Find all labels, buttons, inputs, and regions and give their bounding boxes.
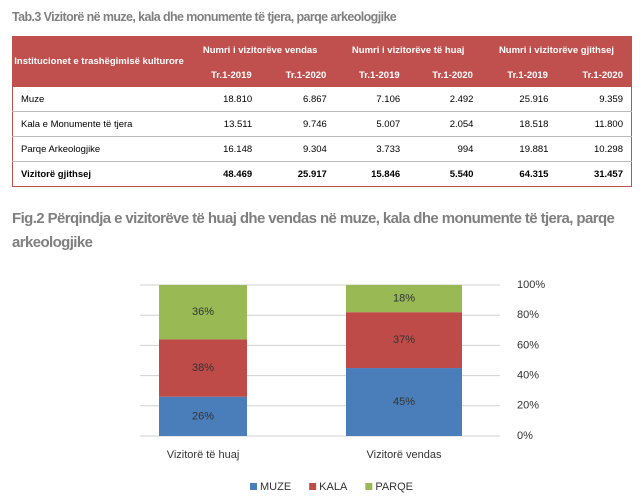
cell: Muze xyxy=(12,86,186,112)
bar-segment xyxy=(159,339,247,397)
cell: 5.540 xyxy=(408,161,482,187)
bar-segment xyxy=(159,285,247,340)
row: Muze 18.810 6.867 7.106 2.492 25.916 9.359 xyxy=(12,86,632,112)
cell: Vizitorë gjithsej xyxy=(12,161,186,187)
legend-swatch xyxy=(365,483,373,490)
cell: 994 xyxy=(408,136,482,162)
cell: 48.469 xyxy=(185,161,261,187)
cell: 9.746 xyxy=(260,111,335,137)
cell: 2.492 xyxy=(408,86,482,112)
bar-segment xyxy=(346,368,462,436)
legend-label: KALA xyxy=(319,481,348,493)
y-tick-label: 0% xyxy=(517,430,533,442)
sub-header: Tr.1-2019 xyxy=(480,63,557,87)
bar-segment xyxy=(346,285,462,313)
cell: 13.511 xyxy=(185,111,261,137)
cell: 3.733 xyxy=(334,136,409,162)
x-tick-label: Vizitorë të huaj xyxy=(167,449,240,461)
y-tick-label: 60% xyxy=(517,339,539,351)
sub-header: Tr.1-2020 xyxy=(259,63,336,87)
legend-label: PARQE xyxy=(375,481,413,493)
group-header: Numri i vizitorëve të huaj xyxy=(334,36,482,64)
legend-swatch xyxy=(309,483,317,490)
cell: 7.106 xyxy=(334,86,409,112)
group-header: Numri i vizitorëve vendas xyxy=(184,36,336,64)
data-label: 26% xyxy=(192,410,214,422)
bar-segment xyxy=(346,312,462,369)
cell: 25.916 xyxy=(481,86,557,112)
chart-title: Fig.2 Përqindja e vizitorëve të huaj dhe… xyxy=(12,210,615,251)
cell: Parqe Arkeologjike xyxy=(12,136,186,162)
cell: 6.867 xyxy=(260,86,335,112)
cell: 25.917 xyxy=(260,161,335,187)
sub-header: Tr.1-2020 xyxy=(555,63,633,87)
cell: 31.457 xyxy=(556,161,632,187)
group-header: Numri i vizitorëve gjithsej xyxy=(480,36,633,64)
row: Parqe Arkeologjike 16.148 9.304 3.733 994 19.… xyxy=(12,136,632,162)
sub-header: Tr.1-2019 xyxy=(185,63,261,87)
data-label: 36% xyxy=(192,306,214,318)
cell: 18.518 xyxy=(481,111,557,137)
cell: 18.810 xyxy=(185,86,261,112)
y-tick-label: 80% xyxy=(517,309,539,321)
legend-label: MUZE xyxy=(260,481,291,493)
legend-swatch xyxy=(250,483,257,490)
cell: 11.800 xyxy=(556,111,632,137)
cell: Kala e Monumente të tjera xyxy=(12,111,186,137)
row: Kala e Monumente të tjera 13.511 9.746 5.00… xyxy=(12,111,632,137)
y-tick-label: 100% xyxy=(517,279,545,291)
y-tick-label: 40% xyxy=(517,370,539,382)
cell: 19.881 xyxy=(481,136,557,162)
cell: 16.148 xyxy=(185,136,261,162)
chart: 0% 20% 40% 60% 80% 100% 26% 38% 36% Vizitorë të h… xyxy=(140,279,545,493)
cell: 15.846 xyxy=(334,161,409,187)
data-label: 38% xyxy=(192,362,214,374)
cell: 5.007 xyxy=(334,111,409,137)
table-title: Tab.3 Vizitorë në muze, kala dhe monumen… xyxy=(12,10,397,24)
y-tick-label: 20% xyxy=(517,400,539,412)
header: Institucionet e trashëgimisë kulturore xyxy=(12,36,186,87)
cell: 64.315 xyxy=(481,161,557,187)
sub-header: Tr.1-2019 xyxy=(334,63,409,87)
data-label: 45% xyxy=(393,396,415,408)
x-tick-label: Vizitorë vendas xyxy=(366,449,442,461)
cell: 9.304 xyxy=(260,136,335,162)
cell: 10.298 xyxy=(556,136,632,162)
sub-header: Tr.1-2020 xyxy=(407,63,482,87)
cell: 2.054 xyxy=(408,111,482,137)
data-label: 37% xyxy=(393,334,415,346)
cell: 9.359 xyxy=(556,86,632,112)
data-label: 18% xyxy=(393,292,415,304)
bar-segment xyxy=(159,396,247,436)
row: Vizitorë gjithsej 48.469 25.917 15.846 5.540… xyxy=(12,161,632,187)
table: Institucionet e trashëgimisë kulturore N… xyxy=(12,36,633,187)
